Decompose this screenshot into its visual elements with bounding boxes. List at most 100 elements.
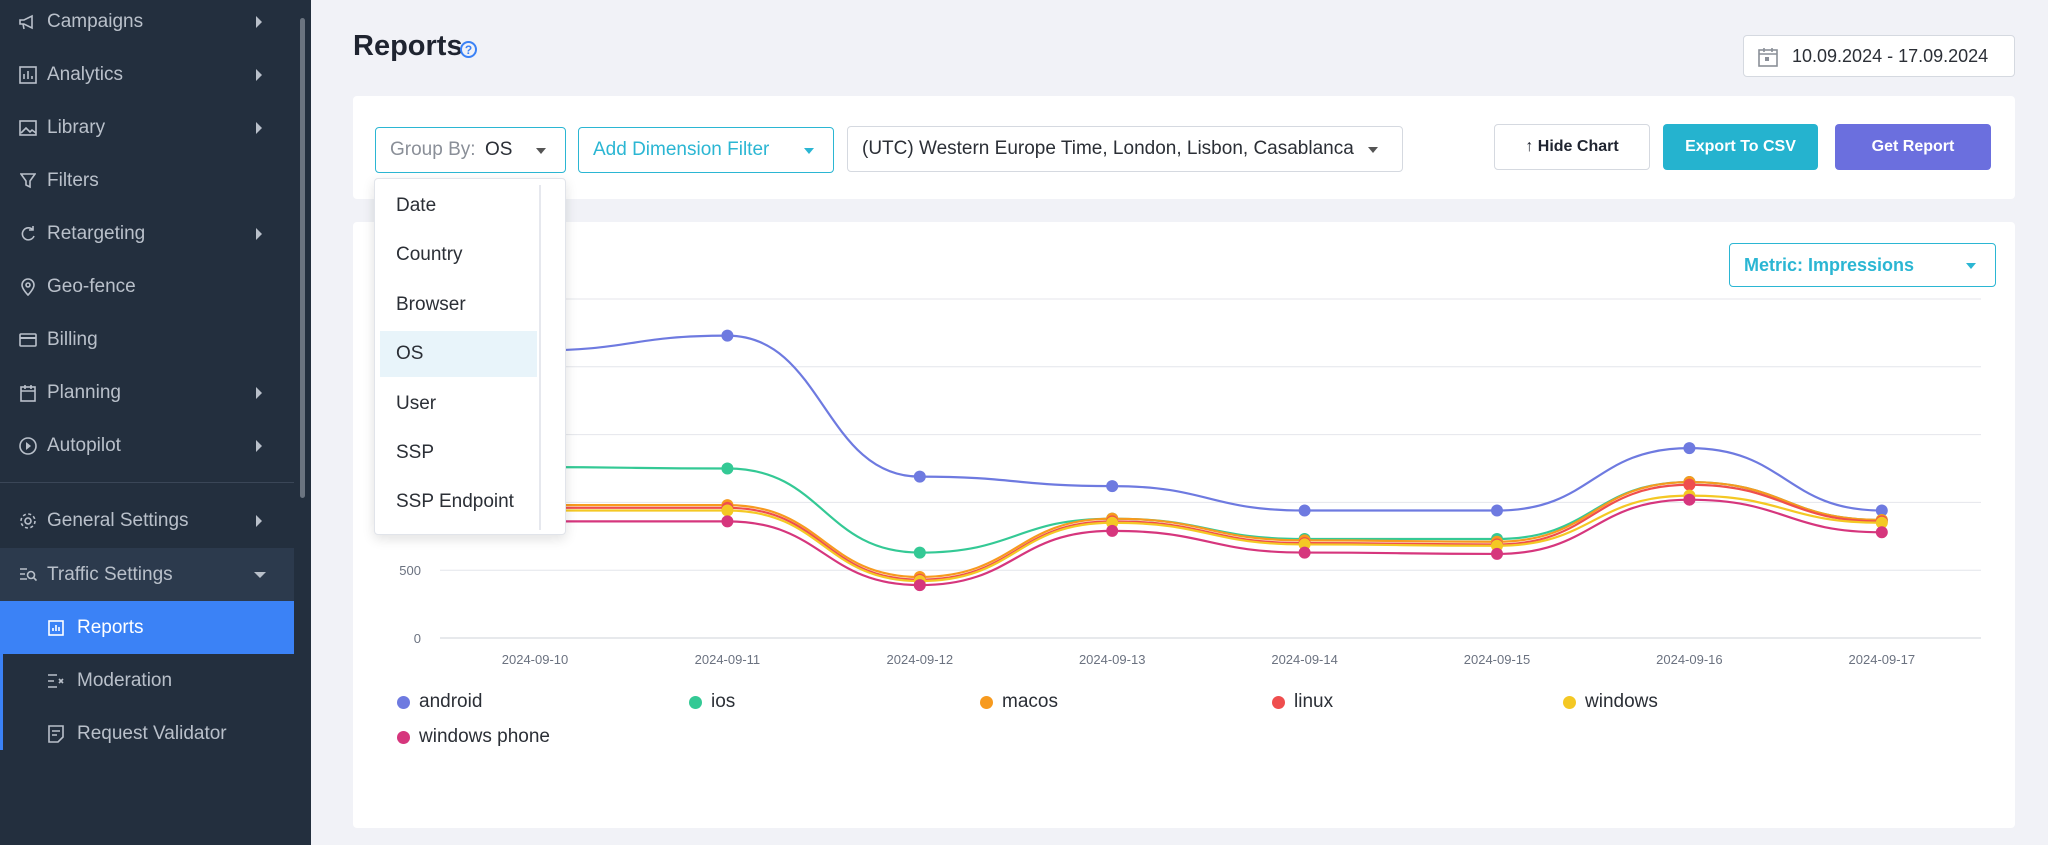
legend-marker bbox=[1563, 695, 1576, 709]
data-point[interactable] bbox=[1298, 546, 1311, 559]
validator-icon bbox=[46, 724, 66, 744]
dropdown-option-label: SSP Endpoint bbox=[396, 491, 514, 513]
dropdown-option[interactable]: Date bbox=[380, 183, 537, 229]
legend-marker bbox=[397, 695, 410, 709]
x-tick-label: 2024-09-14 bbox=[1271, 652, 1338, 667]
dropdown-option[interactable]: Browser bbox=[380, 282, 537, 328]
sidebar-item-moderation[interactable]: Moderation bbox=[0, 654, 294, 707]
data-point[interactable] bbox=[1106, 524, 1119, 537]
sidebar-item-reports[interactable]: Reports bbox=[0, 601, 294, 654]
dropdown-scrollbar[interactable] bbox=[539, 185, 541, 530]
series-line-windows-phone bbox=[535, 498, 1882, 587]
data-point[interactable] bbox=[913, 470, 926, 483]
series-line-linux bbox=[535, 483, 1882, 581]
sidebar-item-label: Retargeting bbox=[47, 222, 146, 244]
sidebar-item-request-validator[interactable]: Request Validator bbox=[0, 707, 294, 760]
group-by-dropdown: Date Country Browser OS User SSP SSP Endpoint bbox=[374, 178, 566, 535]
chevron-down-icon bbox=[1966, 263, 1976, 269]
dropdown-option[interactable]: SSP bbox=[380, 430, 537, 476]
chevron-right-icon bbox=[256, 121, 262, 134]
sidebar-item-billing[interactable]: Billing bbox=[0, 313, 294, 366]
data-point[interactable] bbox=[1106, 480, 1119, 493]
line-chart: 0 500 2024-09-10 2024-09-11 2024-09-12 2024-0… bbox=[399, 298, 1981, 667]
help-icon[interactable]: ? bbox=[460, 41, 477, 58]
data-point[interactable] bbox=[1298, 504, 1311, 517]
map-pin-icon bbox=[18, 277, 38, 297]
data-point[interactable] bbox=[1683, 442, 1696, 455]
dropdown-option-label: SSP bbox=[396, 442, 435, 463]
sidebar-item-geo-fence[interactable]: Geo-fence bbox=[0, 260, 294, 313]
hide-chart-button[interactable]: ↑ Hide Chart bbox=[1494, 124, 1650, 170]
report-icon bbox=[46, 618, 66, 638]
dropdown-option[interactable]: User bbox=[380, 381, 537, 427]
sidebar-item-traffic-settings[interactable]: Traffic Settings bbox=[0, 548, 294, 601]
legend-item[interactable]: macos bbox=[980, 691, 1058, 713]
get-report-button[interactable]: Get Report bbox=[1835, 124, 1991, 170]
sidebar-item-filters[interactable]: Filters bbox=[0, 154, 294, 207]
date-range-picker[interactable]: 10.09.2024 - 17.09.2024 bbox=[1743, 35, 2015, 77]
sidebar-item-retargeting[interactable]: Retargeting bbox=[0, 207, 294, 260]
sidebar-item-label: Request Validator bbox=[77, 722, 227, 744]
dropdown-option[interactable]: Country bbox=[380, 232, 537, 278]
sidebar-item-label: Moderation bbox=[77, 669, 173, 691]
timezone-value: (UTC) Western Europe Time, London, Lisbo… bbox=[862, 138, 1354, 159]
timezone-select[interactable]: (UTC) Western Europe Time, London, Lisbo… bbox=[847, 126, 1403, 172]
legend-item[interactable]: ios bbox=[689, 691, 735, 713]
sidebar-item-general-settings[interactable]: General Settings bbox=[0, 494, 294, 547]
data-point[interactable] bbox=[913, 546, 926, 559]
export-csv-button[interactable]: Export To CSV bbox=[1663, 124, 1818, 170]
data-point[interactable] bbox=[1875, 504, 1888, 517]
x-tick-label: 2024-09-11 bbox=[695, 652, 761, 667]
gear-icon bbox=[18, 511, 38, 531]
play-circle-icon bbox=[18, 436, 38, 456]
x-tick-label: 2024-09-16 bbox=[1656, 652, 1723, 667]
sidebar-item-campaigns[interactable]: Campaigns bbox=[0, 0, 294, 48]
y-tick-label: 500 bbox=[399, 563, 421, 578]
data-point[interactable] bbox=[1875, 526, 1888, 539]
data-point[interactable] bbox=[1683, 478, 1696, 491]
sidebar-item-label: Analytics bbox=[47, 63, 124, 85]
dropdown-option-label: OS bbox=[396, 343, 424, 365]
date-range-text: 10.09.2024 - 17.09.2024 bbox=[1792, 45, 1989, 66]
x-tick-label: 2024-09-17 bbox=[1849, 652, 1916, 667]
sidebar-item-label: Campaigns bbox=[47, 10, 144, 32]
calendar-icon bbox=[1758, 47, 1778, 67]
legend-item[interactable]: android bbox=[397, 691, 482, 713]
sidebar-item-library[interactable]: Library bbox=[0, 101, 294, 154]
group-by-select[interactable]: Group By: OS bbox=[375, 127, 566, 173]
data-point[interactable] bbox=[1491, 547, 1503, 560]
legend-marker bbox=[1272, 695, 1285, 709]
sidebar-item-autopilot[interactable]: Autopilot bbox=[0, 419, 294, 472]
y-tick-label: 0 bbox=[414, 631, 421, 646]
data-point[interactable] bbox=[1491, 504, 1503, 517]
dropdown-option[interactable]: OS bbox=[380, 331, 537, 378]
add-dimension-filter-select[interactable]: Add Dimension Filter bbox=[578, 127, 834, 173]
chevron-right-icon bbox=[256, 68, 262, 81]
legend-marker bbox=[397, 730, 410, 744]
sidebar-item-analytics[interactable]: Analytics bbox=[0, 48, 294, 101]
image-icon bbox=[18, 118, 38, 138]
chevron-right-icon bbox=[256, 514, 262, 527]
chevron-right-icon bbox=[256, 15, 262, 28]
data-point[interactable] bbox=[721, 515, 734, 528]
sidebar-item-label: General Settings bbox=[47, 509, 189, 531]
metric-select[interactable]: Metric: Impressions bbox=[1729, 243, 1996, 287]
chevron-right-icon bbox=[256, 386, 262, 399]
x-tick-label: 2024-09-12 bbox=[887, 652, 954, 667]
legend-item[interactable]: windows phone bbox=[397, 726, 550, 748]
sidebar-item-label: Library bbox=[47, 116, 106, 138]
data-point[interactable] bbox=[1683, 493, 1696, 506]
legend-item[interactable]: windows bbox=[1563, 691, 1658, 713]
data-point[interactable] bbox=[721, 329, 734, 342]
sidebar-scrollbar[interactable] bbox=[300, 18, 305, 498]
dropdown-option-label: Country bbox=[396, 244, 463, 266]
moderation-icon bbox=[46, 671, 66, 691]
legend-item[interactable]: linux bbox=[1272, 691, 1333, 713]
dropdown-option[interactable]: SSP Endpoint bbox=[380, 479, 537, 525]
data-point[interactable] bbox=[1875, 516, 1888, 529]
data-point[interactable] bbox=[721, 462, 734, 475]
data-point[interactable] bbox=[913, 579, 926, 592]
data-point[interactable] bbox=[721, 504, 734, 517]
sidebar-item-planning[interactable]: Planning bbox=[0, 366, 294, 419]
legend-marker bbox=[980, 695, 993, 709]
